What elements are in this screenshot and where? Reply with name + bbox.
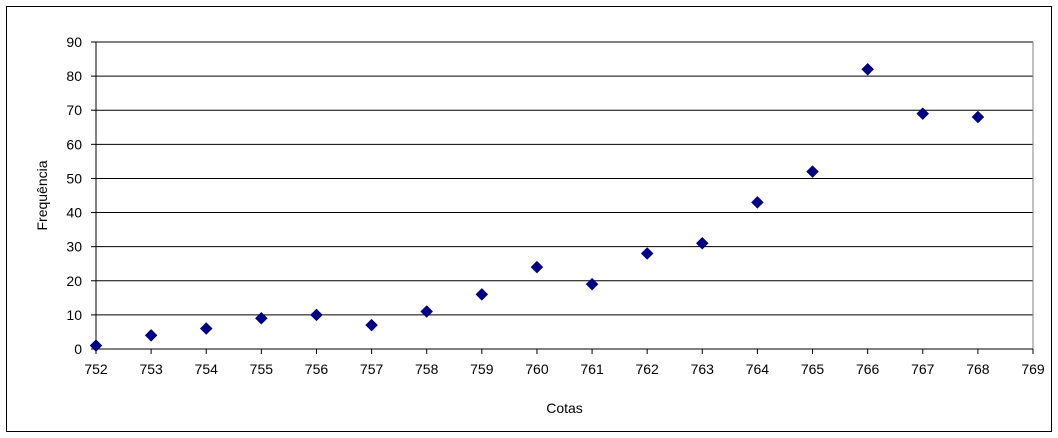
data-point bbox=[916, 107, 930, 120]
gridlines bbox=[96, 41, 1033, 316]
x-axis-title: Cotas bbox=[546, 400, 583, 416]
y-axis-title: Frequência bbox=[34, 160, 50, 230]
data-point bbox=[365, 318, 378, 332]
x-tick-label: 758 bbox=[415, 361, 439, 377]
data-point bbox=[420, 305, 434, 318]
y-tick-label: 10 bbox=[66, 307, 82, 323]
x-tick-label: 760 bbox=[525, 361, 549, 377]
x-tick-label: 753 bbox=[139, 361, 163, 377]
data-point bbox=[861, 62, 875, 76]
chart-frame bbox=[6, 6, 1052, 432]
axes bbox=[91, 41, 1034, 354]
x-tick-label: 759 bbox=[470, 361, 494, 377]
y-tick-label: 20 bbox=[66, 273, 82, 289]
x-tick-label: 765 bbox=[801, 361, 825, 377]
x-tick-labels: 752 753 754 755 756 757 758 759 760 761 762 763 764 7… bbox=[84, 361, 1045, 377]
data-point bbox=[89, 339, 103, 352]
data-point bbox=[530, 260, 544, 274]
data-point bbox=[695, 236, 709, 250]
x-tick-label: 766 bbox=[856, 361, 880, 377]
y-tick-label: 0 bbox=[74, 341, 82, 357]
y-tick-labels: 0 10 20 30 40 50 60 70 80 90 bbox=[66, 34, 82, 357]
x-tick-label: 769 bbox=[1021, 361, 1045, 377]
x-tick-label: 761 bbox=[580, 361, 604, 377]
data-point bbox=[971, 110, 985, 124]
x-tick-label: 767 bbox=[911, 361, 935, 377]
x-tick-label: 752 bbox=[84, 361, 108, 377]
data-point bbox=[806, 165, 819, 178]
data-point bbox=[254, 311, 268, 325]
y-tick-label: 70 bbox=[66, 102, 82, 118]
x-tick-label: 764 bbox=[746, 361, 770, 377]
y-tick-label: 50 bbox=[66, 170, 82, 186]
x-tick-label: 763 bbox=[691, 361, 715, 377]
data-point bbox=[310, 308, 323, 322]
data-point bbox=[144, 329, 158, 342]
x-tick-label: 755 bbox=[250, 361, 274, 377]
x-tick-label: 762 bbox=[635, 361, 659, 377]
x-tick-label: 757 bbox=[360, 361, 384, 377]
data-point bbox=[751, 195, 764, 209]
x-tick-label: 768 bbox=[966, 361, 990, 377]
y-tick-label: 60 bbox=[66, 136, 82, 152]
x-tick-label: 756 bbox=[305, 361, 329, 377]
data-point bbox=[475, 288, 489, 301]
y-tick-label: 30 bbox=[66, 239, 82, 255]
data-point bbox=[199, 322, 213, 335]
data-point bbox=[640, 247, 654, 260]
y-tick-label: 80 bbox=[66, 68, 82, 84]
y-tick-label: 40 bbox=[66, 205, 82, 221]
x-tick-label: 754 bbox=[195, 361, 219, 377]
data-points bbox=[89, 62, 985, 352]
y-tick-label: 90 bbox=[66, 34, 82, 50]
data-point bbox=[585, 277, 599, 291]
